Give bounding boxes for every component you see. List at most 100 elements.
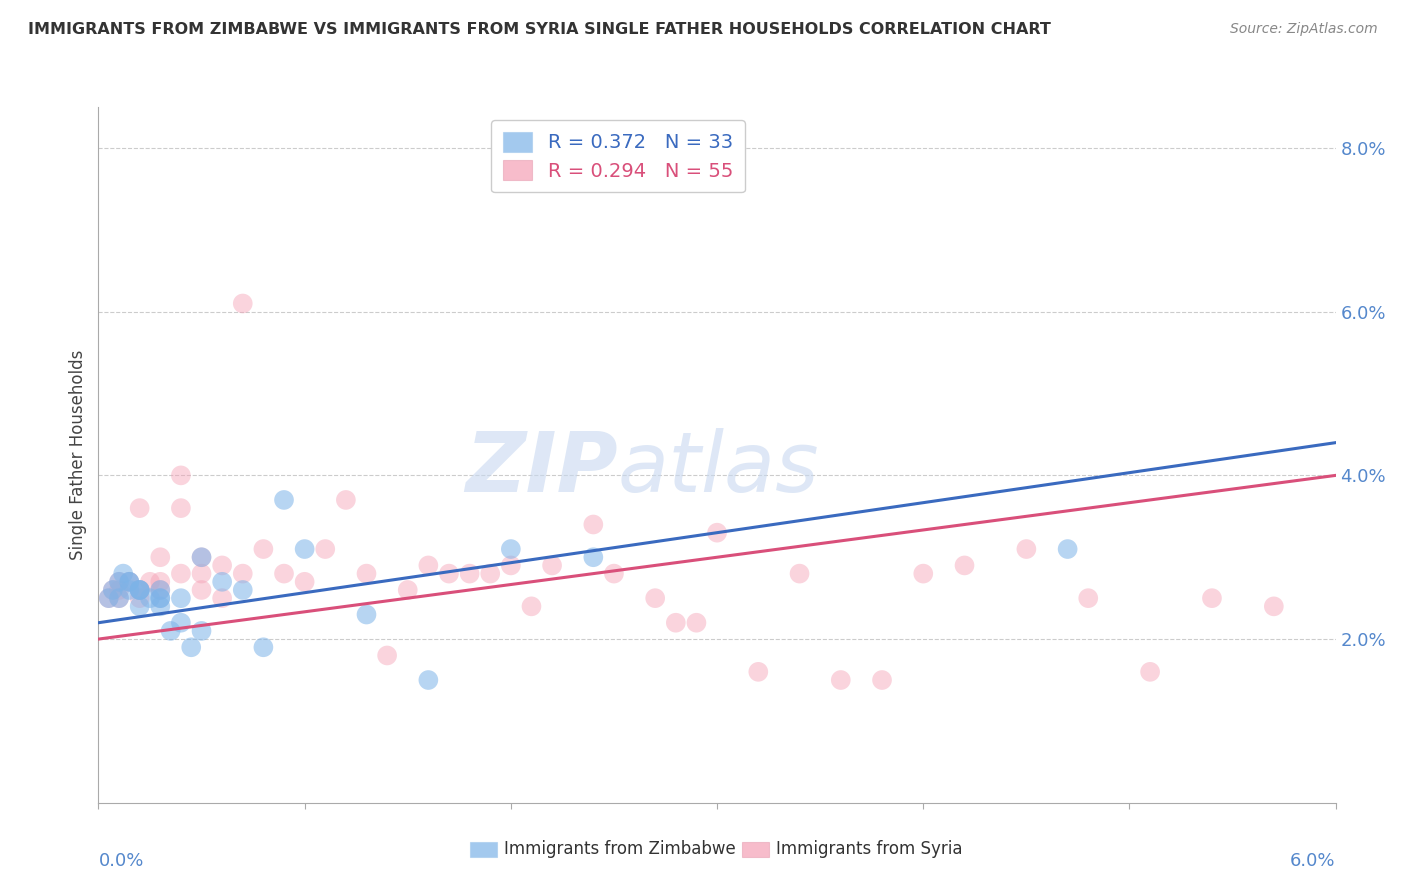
- Point: [118, 574, 141, 589]
- Point: [665, 615, 688, 630]
- Point: [149, 574, 172, 589]
- Point: [128, 501, 150, 516]
- Point: [1077, 591, 1099, 606]
- Point: [108, 574, 131, 589]
- Point: [603, 566, 626, 581]
- Point: [499, 558, 522, 573]
- Point: [97, 591, 120, 606]
- Point: [170, 468, 193, 483]
- Point: [499, 542, 522, 557]
- Point: [541, 558, 564, 573]
- Point: [1263, 599, 1285, 614]
- Point: [211, 558, 233, 573]
- Point: [1201, 591, 1223, 606]
- Point: [418, 558, 440, 573]
- Text: IMMIGRANTS FROM ZIMBABWE VS IMMIGRANTS FROM SYRIA SINGLE FATHER HOUSEHOLDS CORRE: IMMIGRANTS FROM ZIMBABWE VS IMMIGRANTS F…: [28, 22, 1052, 37]
- Text: Immigrants from Zimbabwe: Immigrants from Zimbabwe: [505, 840, 735, 858]
- Point: [314, 542, 336, 557]
- Point: [149, 591, 172, 606]
- Point: [128, 582, 150, 597]
- Point: [252, 542, 274, 557]
- Point: [1015, 542, 1038, 557]
- Point: [170, 591, 193, 606]
- Point: [1056, 542, 1078, 557]
- Point: [149, 550, 172, 565]
- Point: [232, 582, 254, 597]
- Point: [159, 624, 181, 638]
- Text: ZIP: ZIP: [465, 428, 619, 509]
- Point: [128, 591, 150, 606]
- Point: [685, 615, 707, 630]
- Y-axis label: Single Father Households: Single Father Households: [69, 350, 87, 560]
- Point: [190, 566, 212, 581]
- Legend: R = 0.372   N = 33, R = 0.294   N = 55: R = 0.372 N = 33, R = 0.294 N = 55: [491, 120, 745, 193]
- Point: [479, 566, 502, 581]
- Point: [108, 591, 131, 606]
- Point: [101, 582, 124, 597]
- Point: [139, 591, 162, 606]
- Point: [128, 599, 150, 614]
- Point: [375, 648, 398, 663]
- Point: [356, 607, 378, 622]
- Point: [149, 599, 172, 614]
- Point: [1139, 665, 1161, 679]
- Point: [789, 566, 811, 581]
- Point: [101, 582, 124, 597]
- Point: [128, 582, 150, 597]
- Point: [273, 566, 295, 581]
- Point: [190, 582, 212, 597]
- Point: [294, 542, 316, 557]
- Point: [128, 582, 150, 597]
- Point: [294, 574, 316, 589]
- Point: [830, 673, 852, 687]
- Point: [252, 640, 274, 655]
- Point: [139, 574, 162, 589]
- Point: [747, 665, 769, 679]
- Text: 0.0%: 0.0%: [98, 852, 143, 870]
- Point: [190, 550, 212, 565]
- Point: [418, 673, 440, 687]
- Point: [128, 582, 150, 597]
- Point: [335, 492, 357, 507]
- Point: [706, 525, 728, 540]
- Point: [108, 574, 131, 589]
- Point: [190, 550, 212, 565]
- Text: atlas: atlas: [619, 428, 820, 509]
- Point: [108, 591, 131, 606]
- Point: [180, 640, 202, 655]
- Point: [170, 615, 193, 630]
- Point: [870, 673, 893, 687]
- Point: [118, 574, 141, 589]
- Point: [273, 492, 295, 507]
- Point: [582, 550, 605, 565]
- Point: [953, 558, 976, 573]
- Point: [644, 591, 666, 606]
- Point: [170, 566, 193, 581]
- Text: Immigrants from Syria: Immigrants from Syria: [776, 840, 963, 858]
- Point: [211, 574, 233, 589]
- Point: [232, 566, 254, 581]
- Point: [149, 582, 172, 597]
- Point: [582, 517, 605, 532]
- Text: 6.0%: 6.0%: [1291, 852, 1336, 870]
- Point: [118, 582, 141, 597]
- Point: [170, 501, 193, 516]
- FancyBboxPatch shape: [742, 842, 769, 857]
- Point: [520, 599, 543, 614]
- Point: [356, 566, 378, 581]
- Point: [912, 566, 935, 581]
- Point: [108, 582, 131, 597]
- Text: Source: ZipAtlas.com: Source: ZipAtlas.com: [1230, 22, 1378, 37]
- Point: [458, 566, 481, 581]
- Point: [190, 624, 212, 638]
- Point: [211, 591, 233, 606]
- FancyBboxPatch shape: [470, 842, 496, 857]
- Point: [149, 582, 172, 597]
- Point: [232, 296, 254, 310]
- Point: [396, 582, 419, 597]
- Point: [97, 591, 120, 606]
- Point: [437, 566, 460, 581]
- Point: [149, 591, 172, 606]
- Point: [118, 574, 141, 589]
- Point: [112, 566, 135, 581]
